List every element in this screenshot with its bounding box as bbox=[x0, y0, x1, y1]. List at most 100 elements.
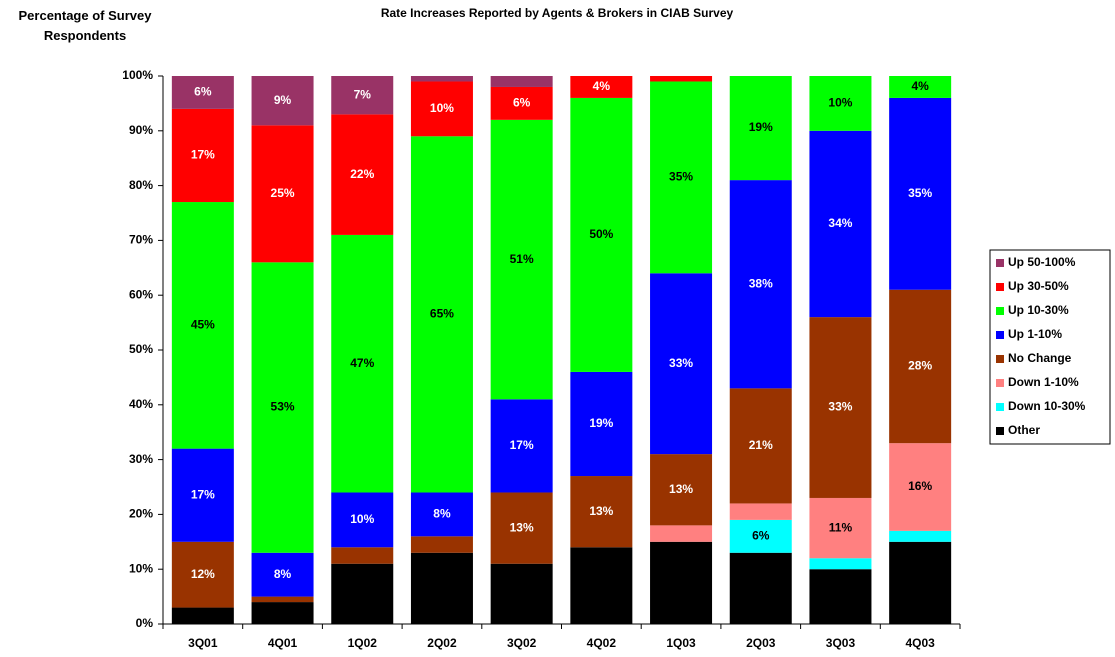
bar-segment bbox=[650, 273, 713, 455]
bar-segment bbox=[729, 76, 792, 181]
data-label: 13% bbox=[669, 482, 693, 496]
data-label: 33% bbox=[669, 356, 693, 370]
bar-segment bbox=[251, 596, 314, 603]
data-label: 13% bbox=[510, 520, 534, 534]
bar-segment bbox=[650, 81, 713, 274]
legend-label: Down 10-30% bbox=[1008, 399, 1086, 413]
legend-label: Up 30-50% bbox=[1008, 279, 1069, 293]
legend-label: Up 1-10% bbox=[1008, 327, 1062, 341]
x-tick-label: 4Q02 bbox=[587, 636, 617, 650]
y-tick-label: 40% bbox=[129, 397, 153, 411]
legend-swatch bbox=[996, 307, 1004, 315]
legend-swatch bbox=[996, 403, 1004, 411]
bar-segment bbox=[410, 536, 473, 553]
data-label: 19% bbox=[589, 416, 613, 430]
bar-segment bbox=[331, 234, 394, 493]
bar-segment bbox=[331, 492, 394, 548]
legend-swatch bbox=[996, 331, 1004, 339]
data-label: 65% bbox=[430, 307, 454, 321]
data-label: 16% bbox=[908, 479, 932, 493]
bar-segment bbox=[889, 289, 952, 444]
bar-segment bbox=[570, 97, 633, 372]
data-label: 6% bbox=[513, 96, 531, 110]
data-label: 7% bbox=[354, 87, 372, 101]
bar-segment bbox=[650, 541, 713, 624]
data-label: 45% bbox=[191, 318, 215, 332]
x-tick-label: 4Q01 bbox=[268, 636, 298, 650]
data-label: 4% bbox=[593, 79, 611, 93]
x-tick-label: 2Q02 bbox=[427, 636, 457, 650]
bar-segment bbox=[331, 547, 394, 564]
bar-segment bbox=[729, 388, 792, 504]
bar-segment bbox=[889, 76, 952, 98]
y-tick-label: 0% bbox=[136, 616, 154, 630]
data-label: 33% bbox=[828, 400, 852, 414]
chart-title: Rate Increases Reported by Agents & Brok… bbox=[381, 6, 734, 20]
bar-segment bbox=[171, 448, 234, 542]
bar-segment bbox=[171, 76, 234, 109]
legend-swatch bbox=[996, 283, 1004, 291]
data-label: 13% bbox=[589, 504, 613, 518]
legend-label: Other bbox=[1008, 423, 1040, 437]
bar-segment bbox=[251, 125, 314, 263]
bar-segment bbox=[171, 108, 234, 203]
bar-segment bbox=[251, 76, 314, 126]
bar-segment bbox=[171, 202, 234, 449]
y-tick-label: 20% bbox=[129, 507, 153, 521]
data-label: 8% bbox=[274, 567, 292, 581]
data-label: 17% bbox=[191, 487, 215, 501]
y-tick-label: 70% bbox=[129, 233, 153, 247]
bar-segment bbox=[889, 97, 952, 290]
y-tick-label: 50% bbox=[129, 342, 153, 356]
bar-segment bbox=[490, 76, 553, 87]
x-tick-label: 3Q03 bbox=[826, 636, 856, 650]
data-label: 8% bbox=[433, 507, 451, 521]
data-label: 11% bbox=[829, 520, 853, 534]
bar-segment bbox=[570, 476, 633, 548]
bar-segment bbox=[729, 519, 792, 553]
bar-segment bbox=[490, 119, 553, 400]
data-label: 35% bbox=[908, 186, 932, 200]
bar-segment bbox=[570, 371, 633, 477]
bar-segment bbox=[410, 552, 473, 624]
bar-segment bbox=[410, 76, 473, 82]
legend-label: Up 50-100% bbox=[1008, 255, 1076, 269]
legend-label: Up 10-30% bbox=[1008, 303, 1069, 317]
bar-segment bbox=[650, 76, 713, 82]
bar-segment bbox=[570, 547, 633, 624]
bar-segment bbox=[729, 552, 792, 624]
data-label: 6% bbox=[194, 85, 212, 99]
y-axis-label: Percentage of Survey Respondents bbox=[18, 8, 152, 43]
bar-segment bbox=[331, 563, 394, 624]
bar-segment bbox=[490, 399, 553, 493]
bar-segment bbox=[889, 530, 952, 542]
bar-segment bbox=[490, 86, 553, 120]
bar-segment bbox=[490, 492, 553, 564]
y-tick-label: 80% bbox=[129, 178, 153, 192]
data-label: 25% bbox=[271, 186, 295, 200]
legend-swatch bbox=[996, 379, 1004, 387]
legend-label: No Change bbox=[1008, 351, 1072, 365]
bar-segment bbox=[809, 317, 872, 498]
data-label: 53% bbox=[271, 400, 295, 414]
data-label: 19% bbox=[749, 120, 773, 134]
bar-segment bbox=[171, 607, 234, 624]
data-label: 51% bbox=[510, 252, 534, 266]
bar-segment bbox=[570, 76, 633, 98]
y-tick-label: 90% bbox=[129, 123, 153, 137]
data-label: 10% bbox=[350, 512, 374, 526]
bar-segment bbox=[729, 503, 792, 520]
data-label: 4% bbox=[911, 79, 929, 93]
x-tick-label: 1Q02 bbox=[348, 636, 378, 650]
y-tick-label: 10% bbox=[129, 561, 153, 575]
y-tick-label: 100% bbox=[122, 68, 153, 82]
data-label: 38% bbox=[749, 276, 773, 290]
bar-segment bbox=[410, 81, 473, 137]
bar-segment bbox=[889, 541, 952, 624]
data-label: 22% bbox=[350, 167, 374, 181]
legend-swatch bbox=[996, 427, 1004, 435]
data-label: 10% bbox=[828, 96, 852, 110]
bar-segment bbox=[251, 262, 314, 553]
bar-segment bbox=[331, 76, 394, 115]
data-label: 9% bbox=[274, 93, 292, 107]
